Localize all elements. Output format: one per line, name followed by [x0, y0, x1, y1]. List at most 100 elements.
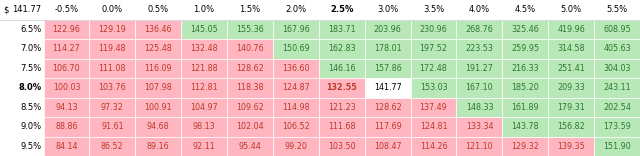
Text: 150.69: 150.69: [282, 44, 310, 53]
Text: 3.0%: 3.0%: [377, 5, 398, 14]
Text: 405.63: 405.63: [604, 44, 631, 53]
Bar: [90, 20, 135, 39]
Text: 107.98: 107.98: [145, 83, 172, 92]
Bar: [273, 58, 319, 78]
Bar: [90, 0, 135, 20]
Text: 106.70: 106.70: [52, 64, 80, 73]
Text: 172.48: 172.48: [420, 64, 447, 73]
Text: 124.87: 124.87: [282, 83, 310, 92]
Text: 156.82: 156.82: [557, 122, 585, 131]
Text: 95.44: 95.44: [239, 142, 261, 151]
Bar: [135, 39, 181, 58]
Text: 88.86: 88.86: [55, 122, 77, 131]
Text: 167.96: 167.96: [282, 25, 310, 34]
Bar: [365, 20, 411, 39]
Bar: [319, 117, 365, 136]
Bar: [135, 117, 181, 136]
Text: 9.5%: 9.5%: [20, 142, 42, 151]
Text: 103.76: 103.76: [99, 83, 126, 92]
Bar: [0, 136, 44, 156]
Text: 7.5%: 7.5%: [20, 64, 42, 73]
Bar: [456, 20, 502, 39]
Text: 117.69: 117.69: [374, 122, 401, 131]
Text: 128.62: 128.62: [236, 64, 264, 73]
Text: 1.0%: 1.0%: [193, 5, 214, 14]
Text: 121.10: 121.10: [465, 142, 493, 151]
Text: 203.96: 203.96: [374, 25, 401, 34]
Text: 114.27: 114.27: [52, 44, 81, 53]
Text: 243.11: 243.11: [604, 83, 631, 92]
Text: 419.96: 419.96: [557, 25, 585, 34]
Bar: [548, 20, 594, 39]
Bar: [456, 117, 502, 136]
Bar: [181, 20, 227, 39]
Bar: [456, 0, 502, 20]
Bar: [411, 98, 456, 117]
Bar: [181, 136, 227, 156]
Bar: [135, 136, 181, 156]
Text: 121.23: 121.23: [328, 103, 356, 112]
Text: 94.68: 94.68: [147, 122, 170, 131]
Bar: [456, 58, 502, 78]
Text: 119.48: 119.48: [99, 44, 126, 53]
Text: 133.34: 133.34: [466, 122, 493, 131]
Bar: [411, 78, 456, 98]
Text: 3.5%: 3.5%: [423, 5, 444, 14]
Bar: [90, 78, 135, 98]
Bar: [548, 0, 594, 20]
Text: 2.5%: 2.5%: [330, 5, 353, 14]
Text: 6.5%: 6.5%: [20, 25, 42, 34]
Bar: [594, 0, 640, 20]
Bar: [502, 136, 548, 156]
Text: 146.16: 146.16: [328, 64, 355, 73]
Text: 4.5%: 4.5%: [515, 5, 536, 14]
Text: 153.03: 153.03: [420, 83, 447, 92]
Text: 104.97: 104.97: [190, 103, 218, 112]
Bar: [594, 20, 640, 39]
Text: 151.90: 151.90: [603, 142, 631, 151]
Bar: [365, 78, 411, 98]
Bar: [44, 117, 90, 136]
Text: 325.46: 325.46: [511, 25, 539, 34]
Bar: [456, 98, 502, 117]
Text: 98.13: 98.13: [193, 122, 216, 131]
Text: 89.16: 89.16: [147, 142, 170, 151]
Text: 5.5%: 5.5%: [607, 5, 628, 14]
Bar: [411, 39, 456, 58]
Text: -0.5%: -0.5%: [54, 5, 79, 14]
Bar: [365, 98, 411, 117]
Text: 116.09: 116.09: [145, 64, 172, 73]
Text: 162.83: 162.83: [328, 44, 356, 53]
Text: 304.03: 304.03: [604, 64, 631, 73]
Bar: [227, 136, 273, 156]
Bar: [502, 0, 548, 20]
Bar: [181, 117, 227, 136]
Bar: [135, 78, 181, 98]
Text: 128.62: 128.62: [374, 103, 401, 112]
Bar: [0, 0, 44, 20]
Text: 132.55: 132.55: [326, 83, 357, 92]
Bar: [319, 0, 365, 20]
Text: 129.32: 129.32: [511, 142, 540, 151]
Bar: [411, 117, 456, 136]
Bar: [0, 58, 44, 78]
Bar: [548, 117, 594, 136]
Text: 191.27: 191.27: [465, 64, 493, 73]
Bar: [319, 58, 365, 78]
Bar: [548, 58, 594, 78]
Bar: [44, 78, 90, 98]
Bar: [44, 20, 90, 39]
Text: 608.95: 608.95: [603, 25, 631, 34]
Bar: [44, 39, 90, 58]
Bar: [502, 78, 548, 98]
Bar: [319, 20, 365, 39]
Text: 185.20: 185.20: [511, 83, 539, 92]
Bar: [594, 98, 640, 117]
Text: 148.33: 148.33: [466, 103, 493, 112]
Text: 209.33: 209.33: [557, 83, 585, 92]
Bar: [181, 0, 227, 20]
Text: 230.96: 230.96: [420, 25, 447, 34]
Text: 111.68: 111.68: [328, 122, 355, 131]
Bar: [227, 117, 273, 136]
Text: 178.01: 178.01: [374, 44, 401, 53]
